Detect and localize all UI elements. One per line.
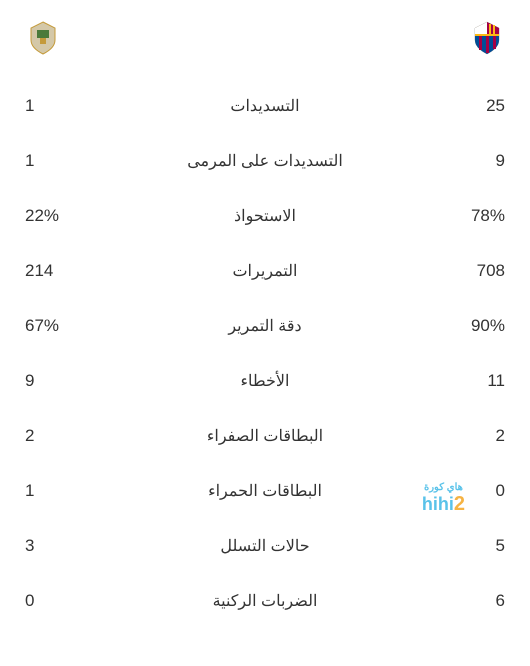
stat-label: البطاقات الصفراء bbox=[105, 426, 425, 446]
stat-right-value: 90% bbox=[425, 316, 505, 336]
stat-label: دقة التمرير bbox=[105, 316, 425, 336]
watermark-en-text: hihi bbox=[422, 494, 454, 514]
stat-left-value: 22% bbox=[25, 206, 105, 226]
stat-left-value: 9 bbox=[25, 371, 105, 391]
stat-label: الأخطاء bbox=[105, 371, 425, 391]
watermark-ar-text: هاي كورة bbox=[422, 482, 465, 493]
stat-label: البطاقات الحمراء bbox=[105, 481, 425, 501]
stat-left-value: 1 bbox=[25, 151, 105, 171]
stat-right-value: 708 bbox=[425, 261, 505, 281]
stat-row: 22% الاستحواذ 78% bbox=[20, 206, 510, 226]
stat-label: حالات التسلل bbox=[105, 536, 425, 556]
stat-row: 2 البطاقات الصفراء 2 bbox=[20, 426, 510, 446]
stat-row: 1 التسديدات على المرمى 9 bbox=[20, 151, 510, 171]
stat-row: 3 حالات التسلل 5 bbox=[20, 536, 510, 556]
stat-right-value: 25 bbox=[425, 96, 505, 116]
stat-row: 214 التمريرات 708 bbox=[20, 261, 510, 281]
stat-row: 0 الضربات الركنية 6 bbox=[20, 591, 510, 611]
stat-row: 9 الأخطاء 11 bbox=[20, 371, 510, 391]
stat-right-value: 78% bbox=[425, 206, 505, 226]
stat-label: الضربات الركنية bbox=[105, 591, 425, 611]
stat-label: التسديدات bbox=[105, 96, 425, 116]
stat-label: الاستحواذ bbox=[105, 206, 425, 226]
stat-left-value: 0 bbox=[25, 591, 105, 611]
stat-right-value: 5 bbox=[425, 536, 505, 556]
stat-right-value: 11 bbox=[425, 371, 505, 391]
stat-left-value: 214 bbox=[25, 261, 105, 281]
stat-right-value: 6 bbox=[425, 591, 505, 611]
stat-label: التسديدات على المرمى bbox=[105, 151, 425, 171]
stat-left-value: 1 bbox=[25, 96, 105, 116]
stat-left-value: 2 bbox=[25, 426, 105, 446]
stat-left-value: 3 bbox=[25, 536, 105, 556]
team-right-logo bbox=[469, 20, 505, 56]
stat-row: 67% دقة التمرير 90% bbox=[20, 316, 510, 336]
stat-row: 1 التسديدات 25 bbox=[20, 96, 510, 116]
watermark-num: 2 bbox=[454, 493, 465, 515]
stat-right-value: 9 bbox=[425, 151, 505, 171]
watermark: هاي كورة hihi2 bbox=[422, 487, 465, 516]
stat-label: التمريرات bbox=[105, 261, 425, 281]
team-logos-row bbox=[20, 20, 510, 56]
stat-left-value: 67% bbox=[25, 316, 105, 336]
team-left-logo bbox=[25, 20, 61, 56]
stat-right-value: 2 bbox=[425, 426, 505, 446]
stat-left-value: 1 bbox=[25, 481, 105, 501]
